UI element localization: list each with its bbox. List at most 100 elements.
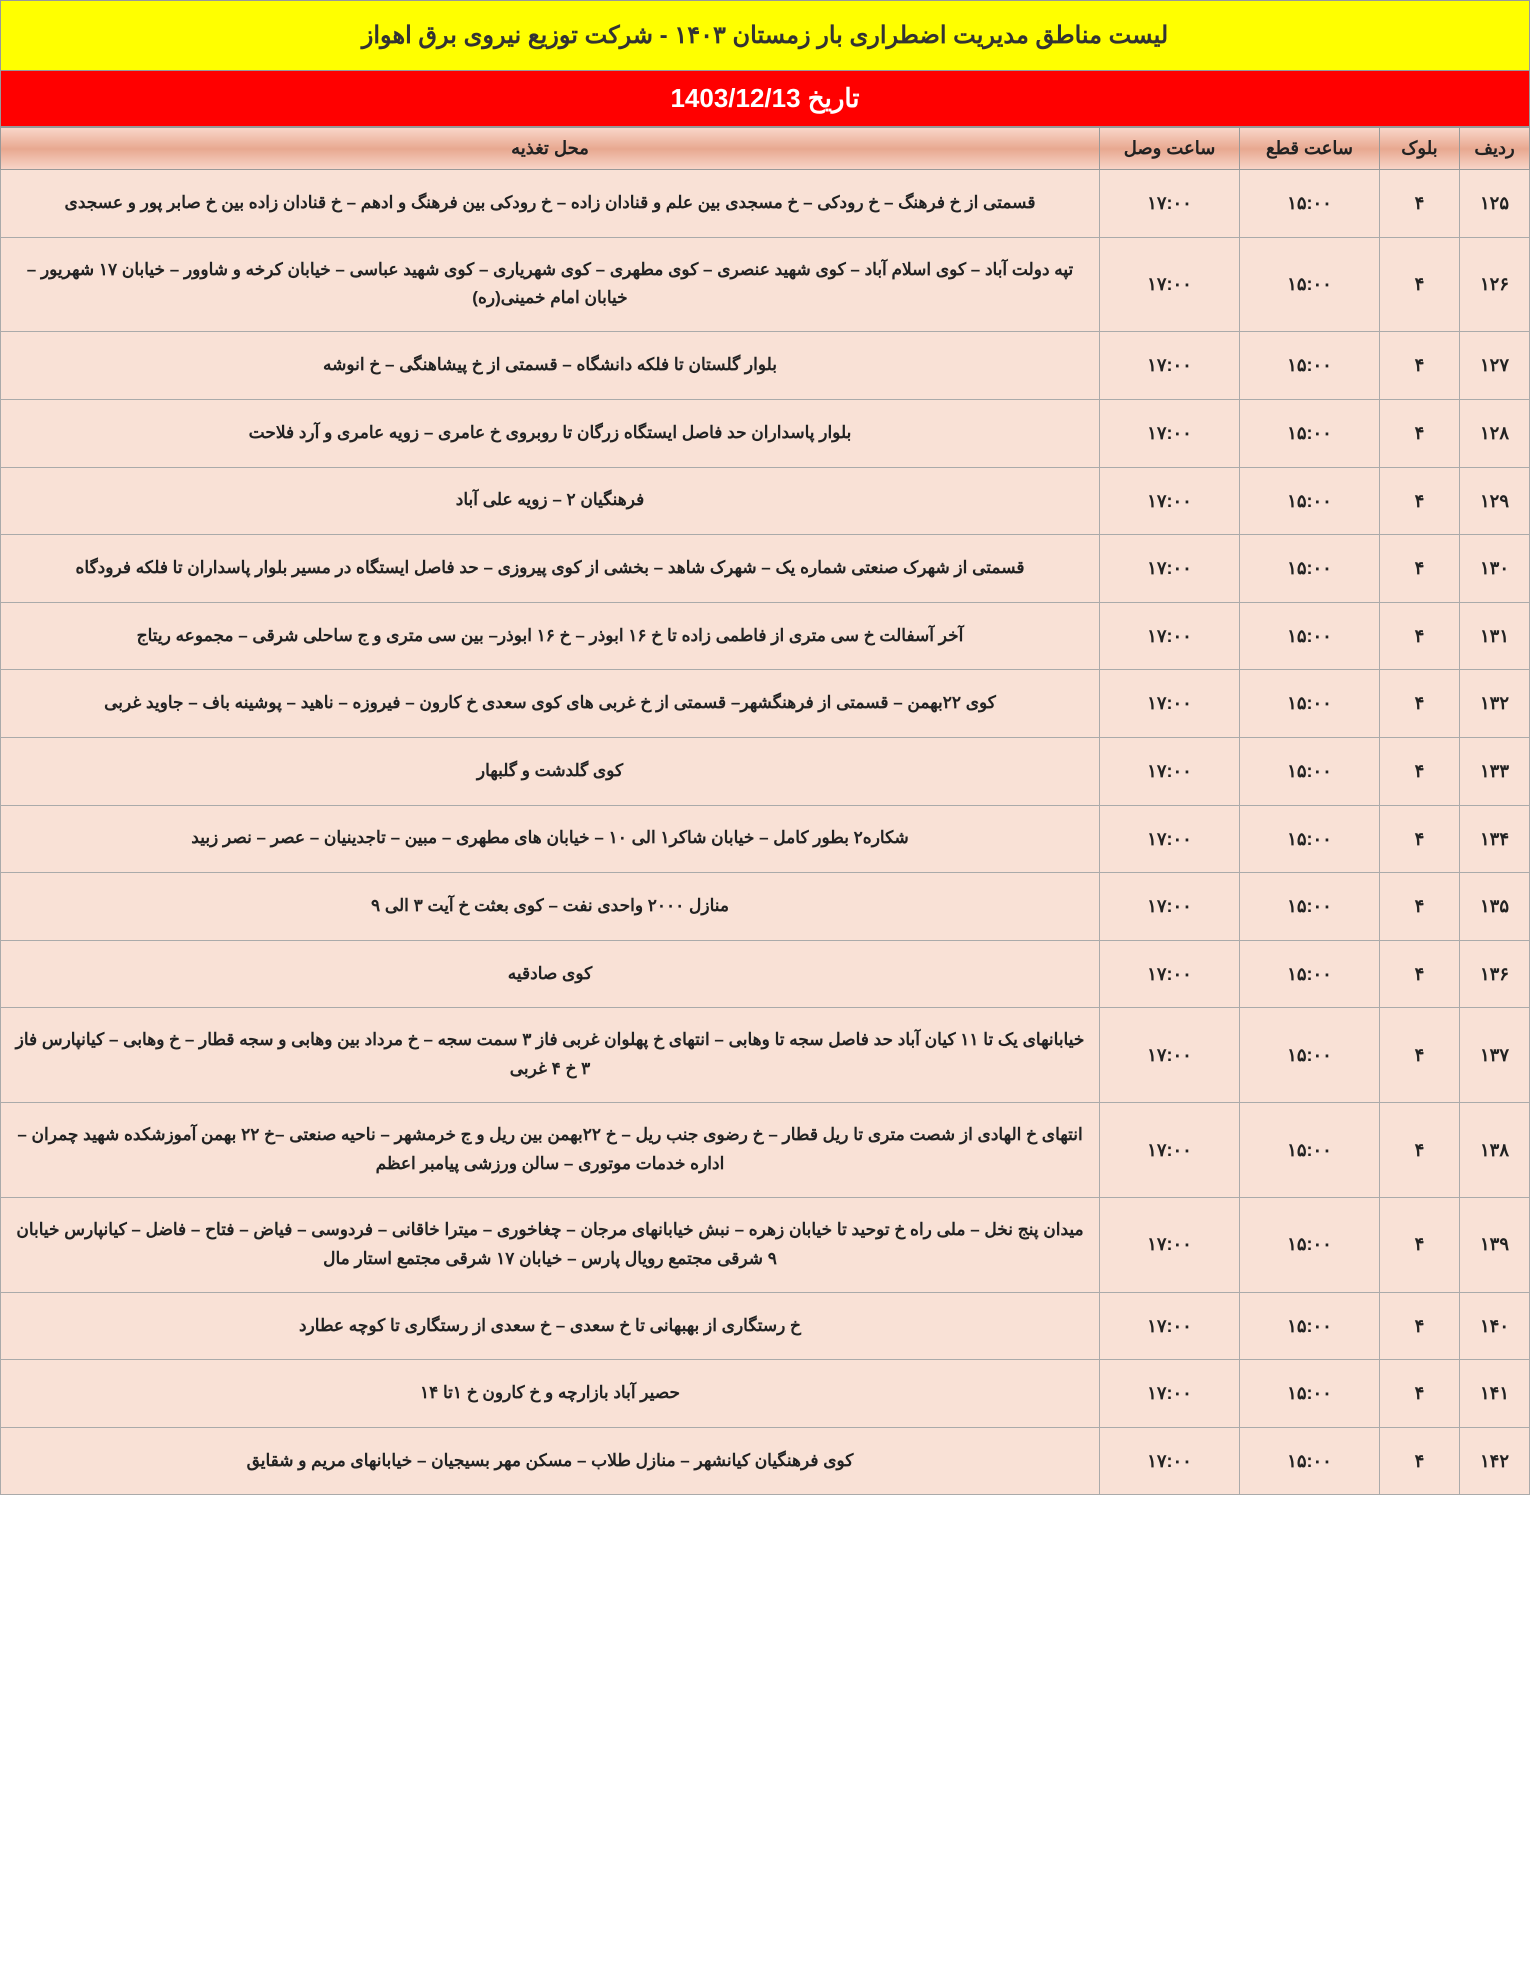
cell-location: کوی صادقیه [1, 940, 1100, 1008]
col-header-on: ساعت وصل [1100, 128, 1240, 170]
cell-block: ۴ [1380, 737, 1460, 805]
cell-block: ۴ [1380, 467, 1460, 535]
cell-block: ۴ [1380, 535, 1460, 603]
table-row: ۱۳۰۴۱۵:۰۰۱۷:۰۰قسمتی از شهرک صنعتی شماره … [1, 535, 1530, 603]
table-row: ۱۳۶۴۱۵:۰۰۱۷:۰۰کوی صادقیه [1, 940, 1530, 1008]
table-header-row: ردیف بلوک ساعت قطع ساعت وصل محل تغذیه [1, 128, 1530, 170]
cell-on-time: ۱۷:۰۰ [1100, 737, 1240, 805]
cell-off-time: ۱۵:۰۰ [1240, 399, 1380, 467]
cell-location: منازل ۲۰۰۰ واحدی نفت – کوی بعثت خ آیت ۳ … [1, 873, 1100, 941]
cell-row: ۱۳۹ [1460, 1197, 1530, 1292]
cell-on-time: ۱۷:۰۰ [1100, 602, 1240, 670]
cell-on-time: ۱۷:۰۰ [1100, 467, 1240, 535]
cell-location: قسمتی از خ فرهنگ – خ رودکی – خ مسجدی بین… [1, 170, 1100, 238]
cell-off-time: ۱۵:۰۰ [1240, 332, 1380, 400]
cell-off-time: ۱۵:۰۰ [1240, 535, 1380, 603]
cell-row: ۱۴۱ [1460, 1360, 1530, 1428]
cell-on-time: ۱۷:۰۰ [1100, 805, 1240, 873]
cell-location: بلوار پاسداران حد فاصل ایستگاه زرگان تا … [1, 399, 1100, 467]
cell-block: ۴ [1380, 1103, 1460, 1198]
cell-block: ۴ [1380, 332, 1460, 400]
cell-location: انتهای خ الهادی از شصت متری تا ریل قطار … [1, 1103, 1100, 1198]
cell-location: کوی ۲۲بهمن – قسمتی از فرهنگشهر– قسمتی از… [1, 670, 1100, 738]
cell-on-time: ۱۷:۰۰ [1100, 535, 1240, 603]
cell-on-time: ۱۷:۰۰ [1100, 670, 1240, 738]
cell-block: ۴ [1380, 1360, 1460, 1428]
cell-off-time: ۱۵:۰۰ [1240, 873, 1380, 941]
cell-block: ۴ [1380, 873, 1460, 941]
cell-block: ۴ [1380, 399, 1460, 467]
cell-on-time: ۱۷:۰۰ [1100, 237, 1240, 332]
table-row: ۱۴۲۴۱۵:۰۰۱۷:۰۰کوی فرهنگیان کیانشهر – منا… [1, 1427, 1530, 1495]
cell-location: میدان پنج نخل – ملی راه خ توحید تا خیابا… [1, 1197, 1100, 1292]
cell-row: ۱۳۵ [1460, 873, 1530, 941]
cell-off-time: ۱۵:۰۰ [1240, 805, 1380, 873]
cell-on-time: ۱۷:۰۰ [1100, 1427, 1240, 1495]
cell-block: ۴ [1380, 237, 1460, 332]
cell-off-time: ۱۵:۰۰ [1240, 1197, 1380, 1292]
cell-row: ۱۳۰ [1460, 535, 1530, 603]
table-row: ۱۲۶۴۱۵:۰۰۱۷:۰۰تپه دولت آباد – کوی اسلام … [1, 237, 1530, 332]
cell-on-time: ۱۷:۰۰ [1100, 1360, 1240, 1428]
cell-row: ۱۳۸ [1460, 1103, 1530, 1198]
table-row: ۱۳۱۴۱۵:۰۰۱۷:۰۰آخر آسفالت خ سی متری از فا… [1, 602, 1530, 670]
cell-block: ۴ [1380, 170, 1460, 238]
table-row: ۱۲۷۴۱۵:۰۰۱۷:۰۰بلوار گلستان تا فلکه دانشگ… [1, 332, 1530, 400]
cell-off-time: ۱۵:۰۰ [1240, 940, 1380, 1008]
cell-on-time: ۱۷:۰۰ [1100, 1197, 1240, 1292]
table-row: ۱۳۳۴۱۵:۰۰۱۷:۰۰کوی گلدشت و گلبهار [1, 737, 1530, 805]
cell-row: ۱۳۷ [1460, 1008, 1530, 1103]
cell-location: آخر آسفالت خ سی متری از فاطمی زاده تا خ … [1, 602, 1100, 670]
cell-on-time: ۱۷:۰۰ [1100, 1292, 1240, 1360]
table-row: ۱۳۴۴۱۵:۰۰۱۷:۰۰شکاره۲ بطور کامل – خیابان … [1, 805, 1530, 873]
cell-off-time: ۱۵:۰۰ [1240, 170, 1380, 238]
cell-row: ۱۲۷ [1460, 332, 1530, 400]
table-row: ۱۴۱۴۱۵:۰۰۱۷:۰۰حصیر آباد بازارچه و خ کارو… [1, 1360, 1530, 1428]
cell-on-time: ۱۷:۰۰ [1100, 1103, 1240, 1198]
cell-block: ۴ [1380, 1427, 1460, 1495]
col-header-block: بلوک [1380, 128, 1460, 170]
cell-off-time: ۱۵:۰۰ [1240, 1360, 1380, 1428]
date-bar: تاریخ 1403/12/13 [0, 71, 1530, 127]
cell-on-time: ۱۷:۰۰ [1100, 170, 1240, 238]
cell-on-time: ۱۷:۰۰ [1100, 1008, 1240, 1103]
cell-block: ۴ [1380, 670, 1460, 738]
col-header-off: ساعت قطع [1240, 128, 1380, 170]
cell-location: قسمتی از شهرک صنعتی شماره یک – شهرک شاهد… [1, 535, 1100, 603]
cell-off-time: ۱۵:۰۰ [1240, 1008, 1380, 1103]
cell-location: کوی گلدشت و گلبهار [1, 737, 1100, 805]
cell-row: ۱۴۰ [1460, 1292, 1530, 1360]
cell-row: ۱۳۳ [1460, 737, 1530, 805]
cell-location: خ رستگاری از بهبهانی تا خ سعدی – خ سعدی … [1, 1292, 1100, 1360]
cell-off-time: ۱۵:۰۰ [1240, 1427, 1380, 1495]
cell-block: ۴ [1380, 1197, 1460, 1292]
cell-row: ۱۳۲ [1460, 670, 1530, 738]
cell-row: ۱۲۵ [1460, 170, 1530, 238]
table-head: ردیف بلوک ساعت قطع ساعت وصل محل تغذیه [1, 128, 1530, 170]
table-body: ۱۲۵۴۱۵:۰۰۱۷:۰۰قسمتی از خ فرهنگ – خ رودکی… [1, 170, 1530, 1495]
table-row: ۱۳۵۴۱۵:۰۰۱۷:۰۰منازل ۲۰۰۰ واحدی نفت – کوی… [1, 873, 1530, 941]
cell-location: کوی فرهنگیان کیانشهر – منازل طلاب – مسکن… [1, 1427, 1100, 1495]
cell-on-time: ۱۷:۰۰ [1100, 940, 1240, 1008]
cell-on-time: ۱۷:۰۰ [1100, 399, 1240, 467]
cell-block: ۴ [1380, 940, 1460, 1008]
cell-location: شکاره۲ بطور کامل – خیابان شاکر۱ الی ۱۰ –… [1, 805, 1100, 873]
cell-off-time: ۱۵:۰۰ [1240, 467, 1380, 535]
cell-location: فرهنگیان ۲ – زویه علی آباد [1, 467, 1100, 535]
cell-off-time: ۱۵:۰۰ [1240, 1103, 1380, 1198]
cell-location: تپه دولت آباد – کوی اسلام آباد – کوی شهی… [1, 237, 1100, 332]
cell-row: ۱۴۲ [1460, 1427, 1530, 1495]
cell-row: ۱۲۶ [1460, 237, 1530, 332]
cell-block: ۴ [1380, 1008, 1460, 1103]
cell-block: ۴ [1380, 602, 1460, 670]
cell-location: حصیر آباد بازارچه و خ کارون خ ۱تا ۱۴ [1, 1360, 1100, 1428]
cell-off-time: ۱۵:۰۰ [1240, 737, 1380, 805]
cell-on-time: ۱۷:۰۰ [1100, 332, 1240, 400]
cell-location: خیابانهای یک تا ۱۱ کیان آباد حد فاصل سجه… [1, 1008, 1100, 1103]
cell-block: ۴ [1380, 805, 1460, 873]
cell-row: ۱۲۹ [1460, 467, 1530, 535]
cell-off-time: ۱۵:۰۰ [1240, 1292, 1380, 1360]
cell-row: ۱۳۶ [1460, 940, 1530, 1008]
table-row: ۱۴۰۴۱۵:۰۰۱۷:۰۰خ رستگاری از بهبهانی تا خ … [1, 1292, 1530, 1360]
table-row: ۱۳۸۴۱۵:۰۰۱۷:۰۰انتهای خ الهادی از شصت متر… [1, 1103, 1530, 1198]
